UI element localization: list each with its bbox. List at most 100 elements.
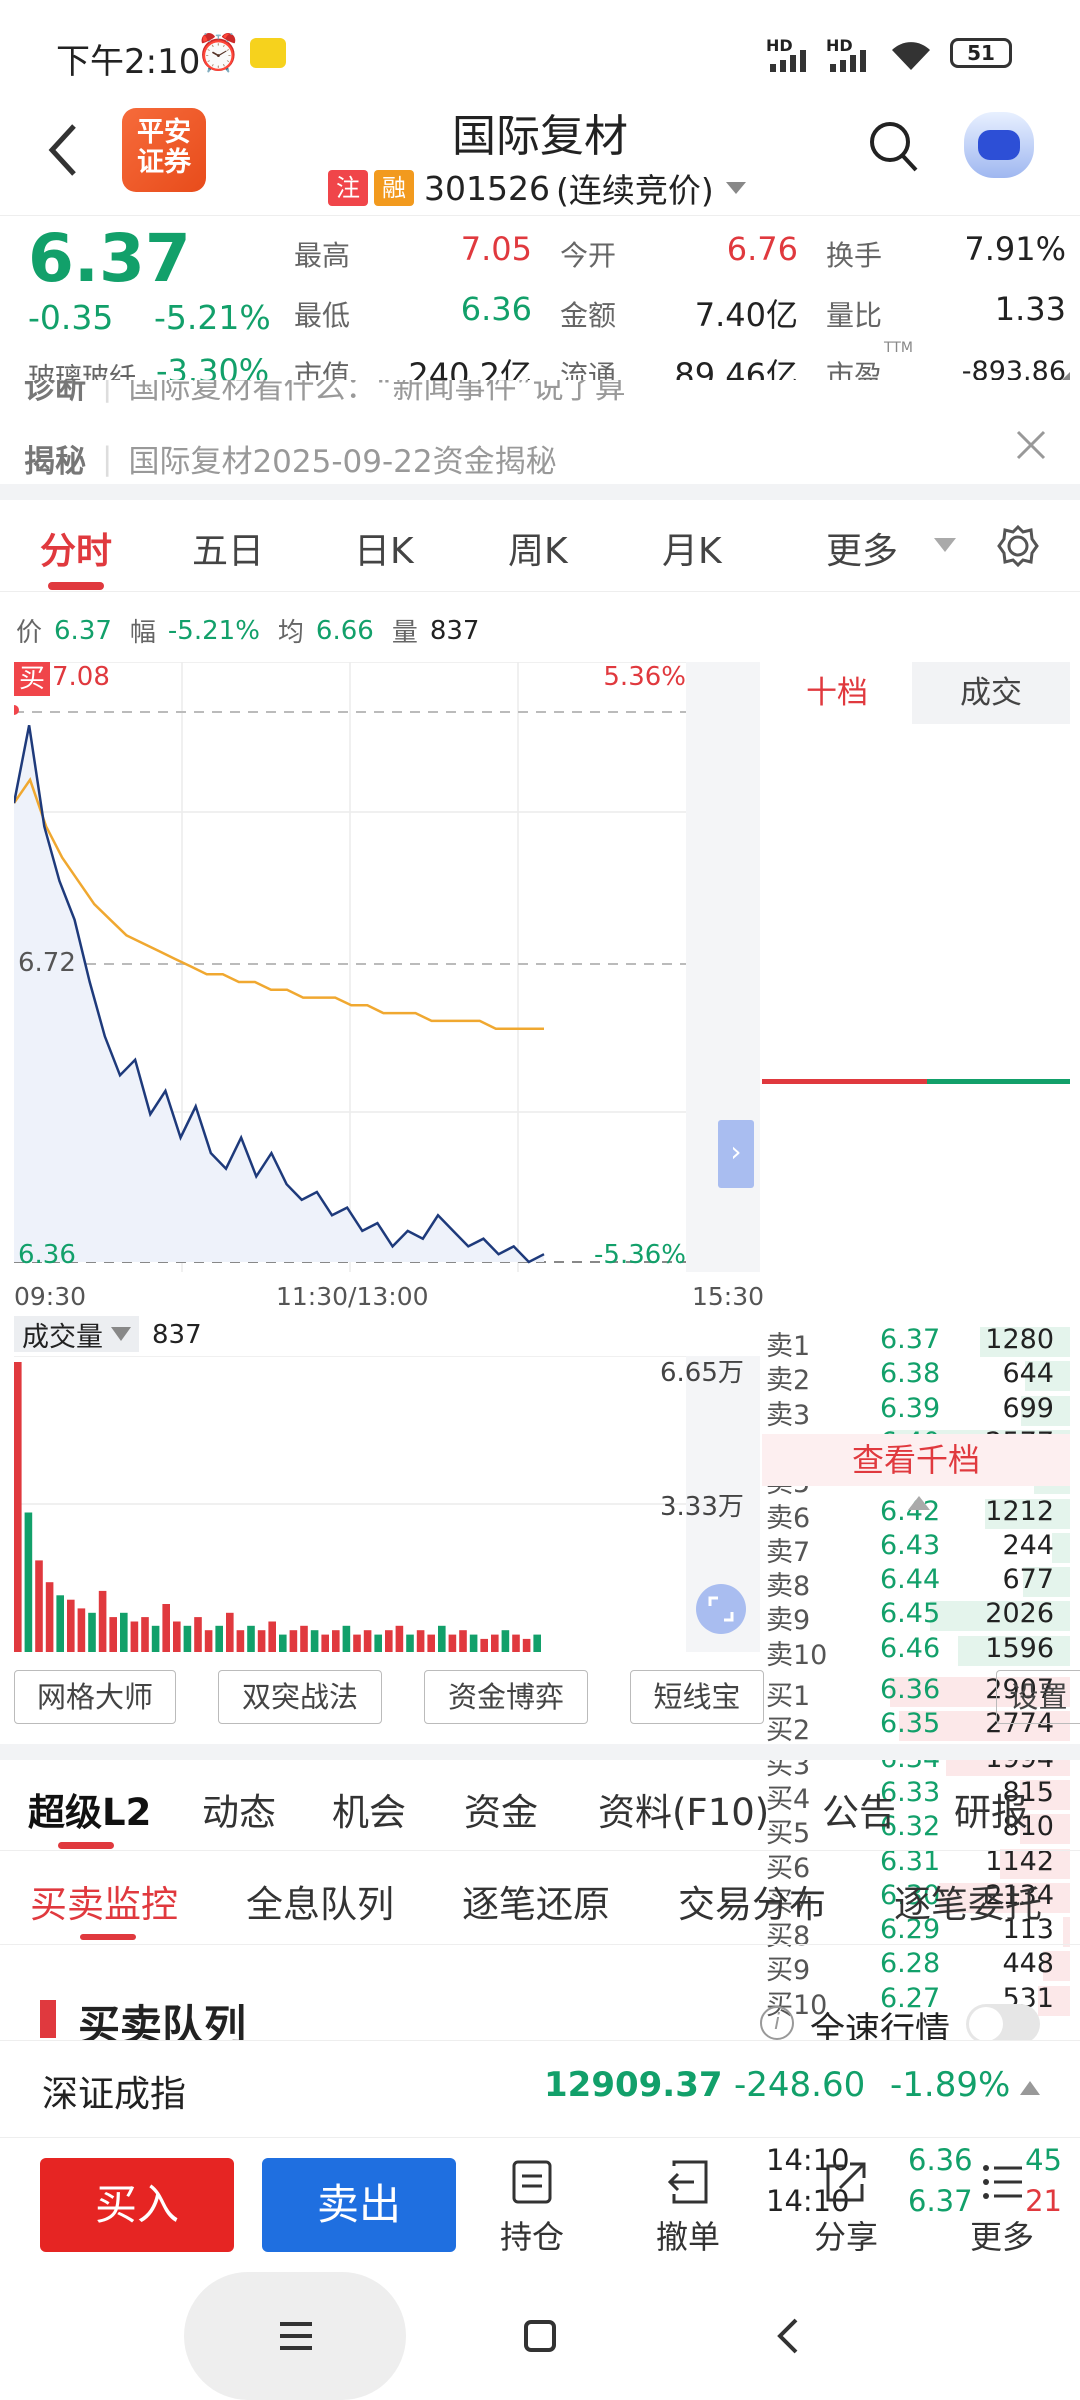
back-icon[interactable] — [774, 2316, 802, 2356]
volume-bar — [247, 1625, 255, 1652]
logo-line2: 证券 — [137, 147, 191, 178]
ask-level-row[interactable]: 卖2 6.38 644 — [762, 1358, 1070, 1396]
subtab-tick-orders[interactable]: 逐笔委托 — [894, 1883, 1042, 1926]
tab-super-l2[interactable]: 超级L2 — [28, 1791, 152, 1834]
news-line-2[interactable]: 揭秘 | 国际复材2025-09-22资金揭秘 — [24, 436, 557, 481]
level-volume-bar — [1025, 1361, 1070, 1392]
buy-button[interactable]: 买入 — [40, 2158, 234, 2252]
ask-level-row[interactable]: 卖1 6.37 1280 — [762, 1324, 1070, 1362]
share-button[interactable]: 分享 — [796, 2158, 896, 2258]
ask-level-row[interactable]: 卖10 6.46 1596 — [762, 1632, 1070, 1671]
tab-announcements[interactable]: 公告 — [822, 1791, 896, 1834]
volume-bar — [56, 1595, 64, 1652]
volume-bar — [427, 1634, 435, 1652]
volume-bar — [226, 1612, 234, 1652]
fund-game-button[interactable]: 资金博弈 — [424, 1670, 588, 1724]
cancel-order-button[interactable]: 撤单 — [638, 2158, 738, 2258]
wifi-icon — [892, 42, 930, 70]
stock-subtitle[interactable]: 注 融 301526 (连续竞价) — [328, 164, 748, 212]
expand-right-button[interactable]: › — [718, 1120, 754, 1188]
volume-max-label: 6.65万 — [660, 1358, 744, 1388]
short-term-button[interactable]: 短线宝 — [630, 1670, 764, 1724]
ask-level-row[interactable]: 卖8 6.44 677 — [762, 1564, 1070, 1602]
level-volume: 113 — [1002, 1914, 1054, 1946]
signal-hd-2: HD — [826, 36, 853, 55]
caret-up-icon[interactable] — [1020, 2081, 1040, 2095]
subtab-trade-distribution[interactable]: 交易分布 — [678, 1883, 826, 1926]
buy-marker[interactable]: 买 — [14, 662, 50, 696]
tab-trades[interactable]: 成交 — [960, 675, 1022, 711]
time-end: 15:30 — [692, 1282, 765, 1311]
grid-master-button[interactable]: 网格大师 — [14, 1670, 176, 1724]
bid-level-row[interactable]: 买8 6.29 113 — [762, 1914, 1070, 1952]
tab-weekly-k[interactable]: 周K — [508, 531, 568, 572]
volume-bar — [173, 1621, 181, 1652]
tab-research[interactable]: 研报 — [954, 1791, 1028, 1834]
volume-bar — [512, 1634, 520, 1652]
caret-down-icon — [111, 1327, 131, 1341]
subtab-tick-replay[interactable]: 逐笔还原 — [462, 1883, 610, 1926]
tab-opportunity[interactable]: 机会 — [332, 1791, 406, 1834]
bid-level-row[interactable]: 买9 6.28 448 — [762, 1948, 1070, 1986]
ask-level-row[interactable]: 卖3 6.39 699 — [762, 1393, 1070, 1431]
tab-more[interactable]: 更多 — [826, 531, 899, 572]
gear-icon[interactable] — [996, 524, 1040, 568]
broker-logo: 平安 证券 — [122, 108, 206, 192]
price-area — [14, 725, 544, 1262]
news-strip[interactable]: 诊断 | 国际复材看什么：“新闻事件”说了算 揭秘 | 国际复材2025-09-… — [0, 380, 1080, 490]
volume-bar — [120, 1612, 128, 1652]
holdings-button[interactable]: 持仓 — [482, 2158, 582, 2258]
tab-funds[interactable]: 资金 — [464, 1791, 538, 1834]
volume-bar — [459, 1630, 467, 1652]
index-name: 深证成指 — [42, 2074, 187, 2115]
bid-level-row[interactable]: 买4 6.33 815 — [762, 1777, 1070, 1815]
subtab-trade-monitor[interactable]: 买卖监控 — [30, 1883, 178, 1926]
tab-daily-k[interactable]: 日K — [354, 531, 414, 572]
tab-ten-levels[interactable]: 十档 — [762, 662, 912, 724]
double-breakout-button[interactable]: 双突战法 — [218, 1670, 382, 1724]
robot-assistant-icon[interactable] — [964, 112, 1034, 178]
ask-level-row[interactable]: 卖9 6.45 2026 — [762, 1598, 1070, 1636]
ask-level-row[interactable]: 卖7 6.43 244 — [762, 1530, 1070, 1568]
time-start: 09:30 — [14, 1282, 87, 1311]
tab-dynamics[interactable]: 动态 — [202, 1791, 276, 1834]
volume-bar — [24, 1512, 33, 1652]
close-icon[interactable] — [1014, 428, 1048, 462]
full-speed-toggle[interactable] — [966, 2004, 1040, 2044]
bid-ask-split-green — [927, 1079, 1070, 1084]
tab-intraday[interactable]: 分时 — [40, 531, 113, 572]
level-price: 6.46 — [880, 1632, 941, 1664]
tab-f10[interactable]: 资料(F10) — [598, 1791, 770, 1834]
intraday-price-chart[interactable] — [14, 662, 760, 1272]
level-price: 6.42 — [880, 1495, 941, 1527]
bid-level-row[interactable]: 买5 6.32 810 — [762, 1811, 1070, 1849]
volume-selector[interactable]: 成交量 — [14, 1316, 139, 1353]
tab-five-day[interactable]: 五日 — [192, 531, 265, 572]
caret-up-icon[interactable] — [908, 1496, 930, 1510]
volume-chart[interactable] — [14, 1356, 760, 1652]
settings-button[interactable]: 设置 — [996, 1670, 1080, 1724]
index-bar[interactable]: 深证成指 12909.37 -248.60 -1.89% — [0, 2040, 1080, 2138]
menu-icon[interactable] — [276, 2320, 316, 2352]
search-icon[interactable] — [868, 120, 920, 176]
chart-period-tabs: 分时 五日 日K 周K 月K 更多 — [0, 500, 1080, 592]
fullscreen-button[interactable] — [696, 1584, 746, 1634]
bid-ask-split-red — [762, 1079, 927, 1084]
ask-level-row[interactable]: 卖6 6.42 1212 — [762, 1495, 1070, 1534]
more-button[interactable]: 更多 — [952, 2158, 1052, 2258]
news-tag-2: 揭秘 — [24, 444, 86, 480]
tab-monthly-k[interactable]: 月K — [662, 531, 722, 572]
news-line-1[interactable]: 诊断 | 国际复材看什么：“新闻事件”说了算 — [24, 380, 626, 407]
info-line: 价 6.37 幅 -5.21% 均 6.66 量 837 — [16, 612, 479, 649]
sell-button[interactable]: 卖出 — [262, 2158, 456, 2252]
level-volume: 2026 — [985, 1598, 1054, 1630]
home-icon[interactable] — [522, 2318, 558, 2354]
level-volume-bar — [1063, 1917, 1070, 1948]
bid-level-row[interactable]: 买7 6.30 2134 — [762, 1880, 1070, 1918]
info-icon[interactable]: i — [760, 2006, 794, 2040]
level-volume-bar — [1020, 1814, 1070, 1845]
subtab-full-queue[interactable]: 全息队列 — [246, 1883, 394, 1926]
back-arrow-icon[interactable] — [44, 122, 80, 178]
chart-bottom-right-label: -5.36% — [594, 1240, 686, 1270]
view-thousand-levels-button[interactable]: 查看千档 — [762, 1434, 1070, 1486]
